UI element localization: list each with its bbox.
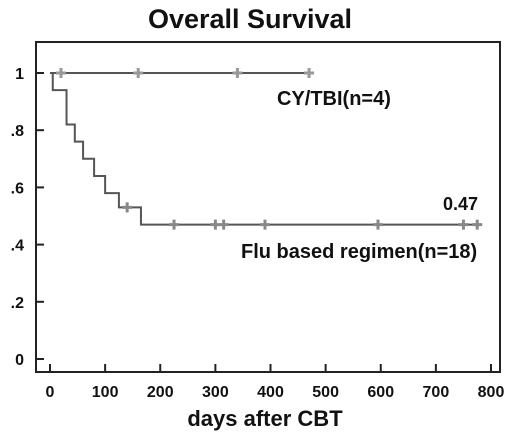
censor-mark: [372, 219, 383, 230]
censor-mark: [304, 68, 315, 78]
x-tick-label: 200: [147, 384, 174, 401]
x-tick-label: 500: [312, 384, 339, 401]
censor-mark: [458, 219, 469, 230]
y-tick-label: .2: [11, 295, 24, 312]
censor-mark: [169, 219, 180, 230]
series-layer: [50, 68, 483, 230]
y-tick-label: 0: [15, 352, 24, 369]
censor-mark: [259, 219, 270, 230]
censor-mark: [122, 202, 133, 213]
series-0: [50, 68, 315, 78]
chart-title: Overall Survival: [148, 4, 352, 34]
annotation-047: 0.47: [443, 194, 478, 214]
censor-mark: [232, 68, 243, 78]
x-axis: 0 100 200 300 400 500 600 700 800: [46, 364, 505, 401]
y-axis: 0 .2 .4 .6 .8 1: [11, 66, 44, 369]
y-tick-label: .8: [11, 123, 24, 140]
series-line: [50, 72, 478, 226]
censor-mark: [218, 219, 229, 230]
x-tick-label: 100: [92, 384, 119, 401]
x-tick-label: 800: [478, 384, 505, 401]
censor-mark: [56, 68, 67, 78]
series-1: [50, 72, 483, 230]
x-tick-label: 0: [46, 384, 55, 401]
series-label-cy-tbi: CY/TBI(n=4): [277, 88, 391, 110]
x-tick-label: 700: [423, 384, 450, 401]
censor-mark: [472, 219, 483, 230]
x-axis-label: days after CBT: [187, 406, 343, 431]
y-tick-label: .6: [11, 180, 24, 197]
y-tick-label: .4: [11, 238, 24, 255]
x-tick-label: 600: [367, 384, 394, 401]
series-label-flu: Flu based regimen(n=18): [241, 241, 477, 263]
plot-frame: [35, 41, 501, 373]
censor-mark: [133, 68, 144, 78]
y-tick-label: 1: [15, 66, 24, 83]
x-tick-label: 300: [202, 384, 229, 401]
x-tick-label: 400: [257, 384, 284, 401]
